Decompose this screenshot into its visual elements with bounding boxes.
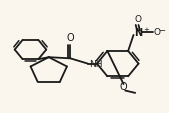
Text: O: O bbox=[120, 82, 127, 92]
Text: −: − bbox=[159, 26, 165, 35]
Text: O: O bbox=[67, 33, 74, 43]
Text: +: + bbox=[143, 27, 149, 33]
Text: O: O bbox=[134, 14, 141, 23]
Text: NH: NH bbox=[89, 59, 103, 68]
Text: O: O bbox=[153, 28, 161, 37]
Text: N: N bbox=[135, 28, 143, 38]
